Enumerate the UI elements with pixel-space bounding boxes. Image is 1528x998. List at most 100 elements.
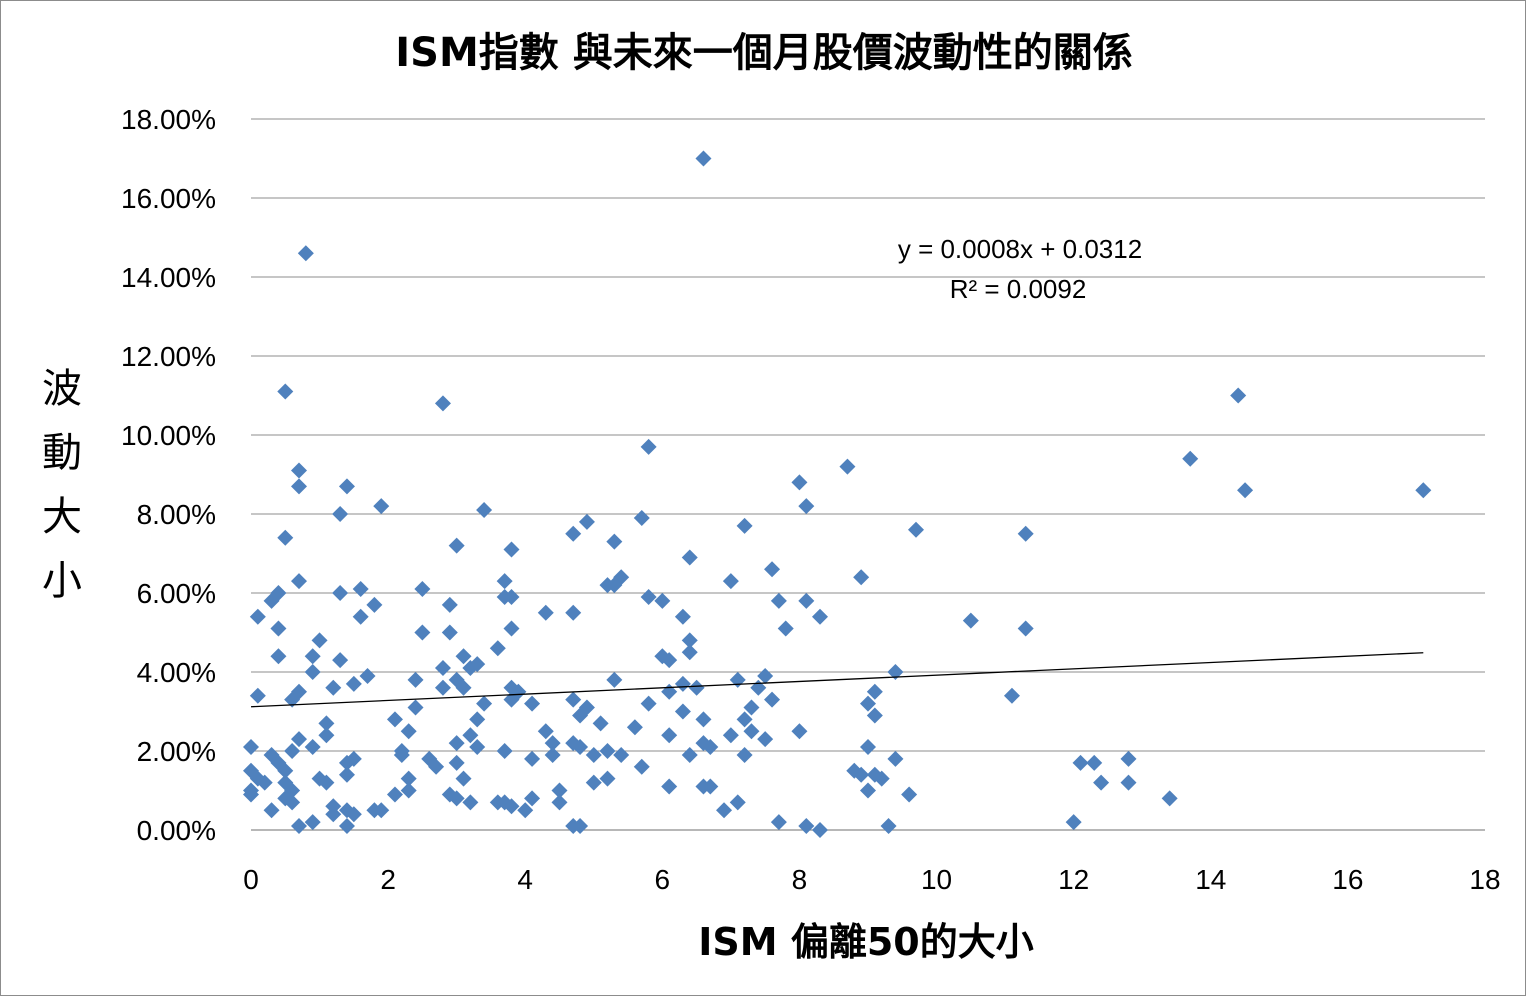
data-point [860, 782, 876, 799]
data-point [860, 695, 876, 712]
y-tick-label: 4.00% [137, 657, 216, 688]
data-point [400, 770, 417, 787]
data-point [606, 533, 623, 550]
x-tick-label: 4 [517, 864, 533, 895]
data-point [414, 624, 431, 641]
data-points [243, 150, 1432, 838]
data-point [304, 739, 321, 756]
x-tick-label: 6 [655, 864, 671, 895]
data-point [1120, 750, 1137, 767]
data-point [681, 746, 698, 763]
data-point [1086, 754, 1103, 771]
data-point [1072, 754, 1089, 771]
data-point [434, 395, 451, 412]
data-point [489, 640, 506, 657]
data-point [798, 592, 815, 609]
data-point [325, 806, 342, 823]
data-point [290, 683, 307, 700]
data-point [729, 794, 746, 811]
data-point [407, 699, 424, 716]
data-point [633, 758, 650, 775]
data-point [770, 814, 787, 831]
x-axis-ticks: 0 2 4 6 8 10 12 14 16 18 [243, 864, 1500, 895]
data-point [866, 683, 883, 700]
data-point [277, 383, 294, 400]
data-point [962, 612, 979, 629]
data-point [476, 502, 493, 519]
data-point [537, 723, 554, 740]
data-point [304, 814, 321, 831]
data-point [565, 525, 582, 542]
y-tick-label: 16.00% [121, 183, 216, 214]
data-point [702, 778, 719, 795]
data-point [503, 541, 520, 558]
data-point [270, 585, 287, 601]
data-point [469, 739, 486, 756]
data-point [441, 596, 458, 613]
data-point [249, 687, 266, 704]
data-point [661, 683, 678, 700]
data-point [1093, 774, 1110, 791]
data-point [887, 750, 904, 767]
data-point [695, 150, 712, 167]
y-tick-label: 2.00% [137, 736, 216, 767]
data-point [1237, 482, 1254, 499]
data-point [551, 782, 568, 799]
x-tick-label: 12 [1058, 864, 1089, 895]
data-point [1017, 620, 1034, 637]
data-point [537, 604, 554, 621]
data-point [798, 498, 815, 515]
data-point [414, 581, 431, 598]
data-point [873, 770, 890, 787]
data-point [393, 746, 410, 763]
data-point [517, 802, 534, 819]
data-point [243, 739, 259, 756]
data-point [448, 790, 465, 807]
data-point [1003, 687, 1020, 704]
data-point [599, 770, 616, 787]
data-point [1065, 814, 1082, 831]
y-tick-label: 0.00% [137, 815, 216, 846]
data-point [345, 675, 362, 692]
y-axis-label-char: 動 [42, 430, 82, 476]
data-point [674, 608, 691, 625]
data-point [428, 758, 445, 775]
data-point [592, 715, 609, 732]
data-point [243, 786, 259, 803]
data-point [757, 731, 774, 748]
data-point [284, 743, 301, 759]
x-tick-label: 16 [1332, 864, 1363, 895]
data-point [661, 727, 678, 744]
y-tick-label: 12.00% [121, 341, 216, 372]
data-point [448, 754, 465, 771]
data-point [764, 561, 781, 578]
data-point [777, 620, 794, 637]
data-point [366, 596, 383, 613]
data-point [695, 711, 712, 728]
data-point [640, 588, 657, 605]
data-point [400, 723, 417, 740]
y-axis-label-char: 大 [42, 494, 82, 540]
x-tick-label: 10 [921, 864, 952, 895]
data-point [304, 648, 321, 665]
data-point [270, 648, 287, 665]
data-point [551, 794, 568, 811]
y-tick-label: 18.00% [121, 104, 216, 135]
y-tick-label: 6.00% [137, 578, 216, 609]
data-point [544, 735, 561, 752]
data-point [565, 691, 582, 708]
data-point [1230, 387, 1247, 404]
data-point [448, 735, 465, 752]
data-point [386, 786, 403, 803]
data-point [524, 790, 541, 807]
chart-title: ISM指數 與未來一個月股價波動性的關係 [395, 30, 1132, 76]
data-point [290, 478, 307, 495]
data-point [318, 727, 335, 744]
data-point [853, 766, 870, 783]
y-axis-label-char: 波 [42, 366, 82, 412]
data-point [613, 569, 630, 586]
trendline [250, 652, 1424, 708]
data-point [866, 707, 883, 724]
x-tick-label: 14 [1195, 864, 1226, 895]
